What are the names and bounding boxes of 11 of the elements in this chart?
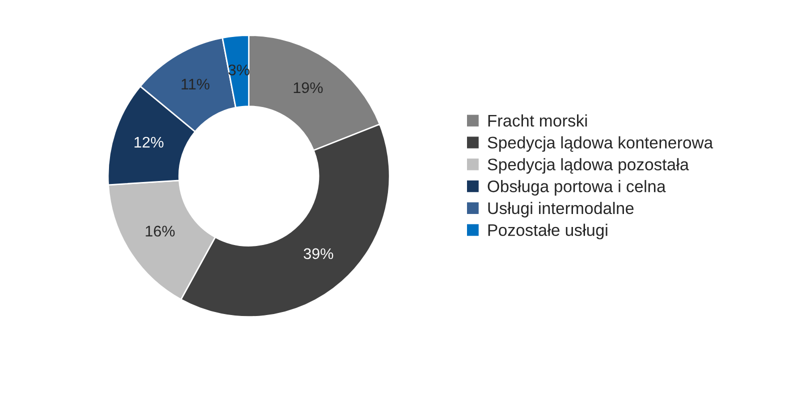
data-label: 39% — [304, 248, 334, 260]
legend-label: Usługi intermodalne — [488, 202, 634, 218]
legend-label: Obsługa portowa i celna — [488, 180, 666, 196]
legend-label: Fracht morski — [488, 114, 587, 127]
legend-label: Pozostałe usługi — [488, 224, 608, 240]
data-label: 16% — [146, 226, 175, 237]
data-label: 19% — [294, 82, 323, 94]
legend-label: Spedycja lądowa pozostała — [488, 158, 689, 174]
legend-label: Spedycja lądowa kontenerowa — [488, 136, 714, 152]
data-label: 11% — [182, 78, 210, 90]
data-label: 12% — [134, 136, 164, 148]
